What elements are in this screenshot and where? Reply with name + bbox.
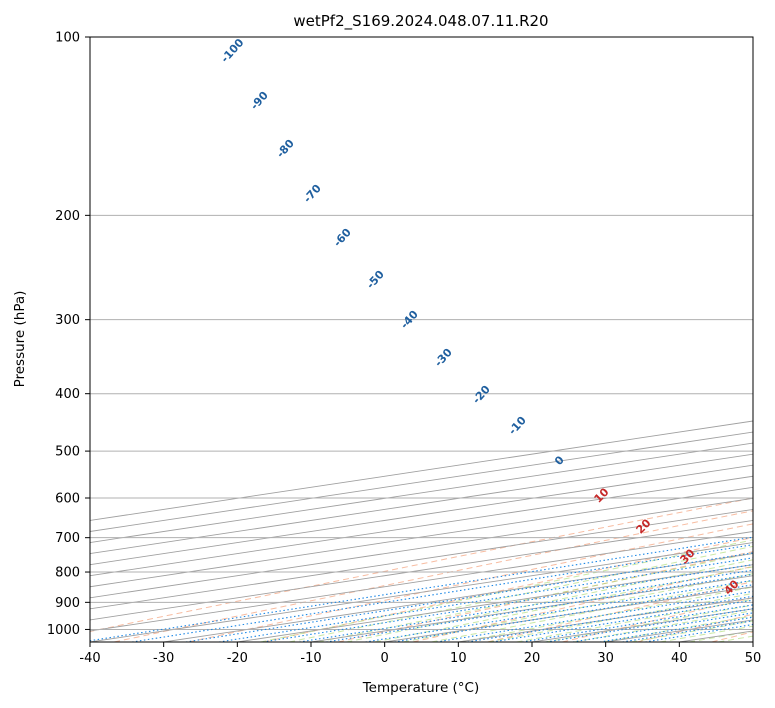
x-tick-label: -10: [300, 651, 321, 666]
isotherm-line: [90, 542, 753, 642]
dry-adiabat-label: -30: [432, 346, 455, 370]
plot-area: -100-90-80-70-60-50-40-30-20-1000.10.20.…: [90, 36, 753, 642]
y-tick-label: 400: [55, 387, 80, 402]
isotherm-line: [90, 486, 753, 588]
dry-adiabat-line: [188, 523, 753, 642]
dry-adiabat-label: 0: [552, 453, 567, 468]
isotherm-line: [90, 431, 753, 532]
dry-adiabat-label: -70: [301, 182, 324, 206]
dry-adiabat-line: [711, 631, 753, 642]
x-axis-label: Temperature (°C): [362, 680, 480, 696]
moist-adiabat-line: [431, 579, 753, 642]
moist-adiabat-line: [346, 559, 753, 642]
dry-adiabat-line: [487, 581, 753, 642]
mixing-ratio-line: [572, 612, 753, 642]
y-tick-label: 800: [55, 566, 80, 581]
x-tick-label: -30: [153, 651, 174, 666]
moist-adiabat-line: [374, 566, 753, 642]
mixing-ratio-line: [645, 623, 753, 642]
moist-adiabat-line: [718, 635, 753, 642]
moist-adiabat-line: [487, 592, 753, 642]
y-tick-label: 500: [55, 445, 80, 460]
moist-adiabat-label: 20: [634, 516, 654, 536]
dry-adiabat-line: [113, 510, 753, 642]
x-tick-label: -20: [227, 651, 248, 666]
dry-adiabat-label: -20: [470, 383, 493, 407]
isotherm-line: [531, 608, 753, 642]
isotherm-line: [90, 497, 753, 599]
x-tick-label: 0: [381, 651, 389, 666]
x-tick-label: 10: [450, 651, 467, 666]
isotherm-line: [310, 575, 753, 642]
mixing-ratio-line: [467, 595, 753, 642]
isotherm-line: [458, 597, 753, 642]
x-tick-label: 50: [745, 651, 762, 666]
dry-adiabat-line: [636, 613, 753, 642]
isotherm-line: [90, 508, 753, 610]
mixing-ratio-line: [492, 599, 753, 642]
dry-adiabat-label: -40: [398, 308, 421, 332]
x-tick-label: 20: [524, 651, 541, 666]
isotherm-line: [752, 641, 753, 642]
mixing-ratio-line: [185, 552, 753, 642]
isotherm-line: [90, 420, 753, 521]
isotherm-line: [90, 475, 753, 577]
moist-adiabat-label: 10: [592, 485, 612, 505]
isotherm-line: [90, 531, 753, 632]
mixing-ratio-line: [90, 536, 753, 642]
dry-adiabat-label: -50: [364, 268, 387, 292]
isotherm-line: [384, 586, 753, 642]
y-tick-label: 1000: [47, 623, 80, 638]
dry-adiabat-label: -80: [274, 137, 297, 161]
y-tick-label: 900: [55, 596, 80, 611]
moist-adiabat-line: [516, 598, 753, 642]
isotherm-line: [90, 519, 753, 621]
dry-adiabat-label: -90: [248, 89, 271, 113]
y-tick-label: 100: [55, 31, 80, 46]
y-tick-label: 300: [55, 313, 80, 328]
dry-adiabat-label: -10: [506, 414, 529, 438]
moist-adiabat-line: [289, 545, 753, 642]
dry-adiabat-line: [263, 537, 753, 642]
dry-adiabat-line: [562, 597, 753, 642]
x-tick-label: -40: [79, 651, 100, 666]
isotherm-line: [90, 453, 753, 555]
isotherm-line: [90, 464, 753, 566]
mixing-ratio-line: [394, 584, 753, 642]
x-tick-label: 30: [597, 651, 614, 666]
chart-title: wetPf2_S169.2024.048.07.11.R20: [293, 12, 548, 31]
dry-adiabat-line: [90, 497, 753, 633]
moist-adiabat-line: [660, 625, 753, 642]
y-axis-label: Pressure (hPa): [12, 291, 28, 388]
y-tick-label: 700: [55, 531, 80, 546]
y-tick-label: 600: [55, 492, 80, 507]
mixing-ratio-line: [131, 544, 753, 642]
y-tick-label: 200: [55, 209, 80, 224]
moist-adiabat-line: [317, 552, 753, 642]
moist-adiabat-line: [573, 610, 753, 642]
moist-adiabat-line: [689, 630, 753, 642]
moist-adiabat-line: [459, 586, 753, 642]
dry-adiabat-label: -100: [218, 36, 246, 65]
plot-frame: [89, 36, 754, 643]
axis-ticks: -40 -30 -20 -10 0 10 20 30 40 5010020030040050060…: [47, 31, 761, 667]
dry-adiabat-line: [412, 565, 753, 642]
isotherm-line: [90, 442, 753, 544]
dry-adiabat-label: -60: [331, 226, 354, 250]
mixing-ratio-line: [436, 590, 753, 642]
mixing-ratio-line: [262, 563, 753, 642]
moist-adiabat-line: [403, 573, 753, 642]
x-tick-label: 40: [671, 651, 688, 666]
